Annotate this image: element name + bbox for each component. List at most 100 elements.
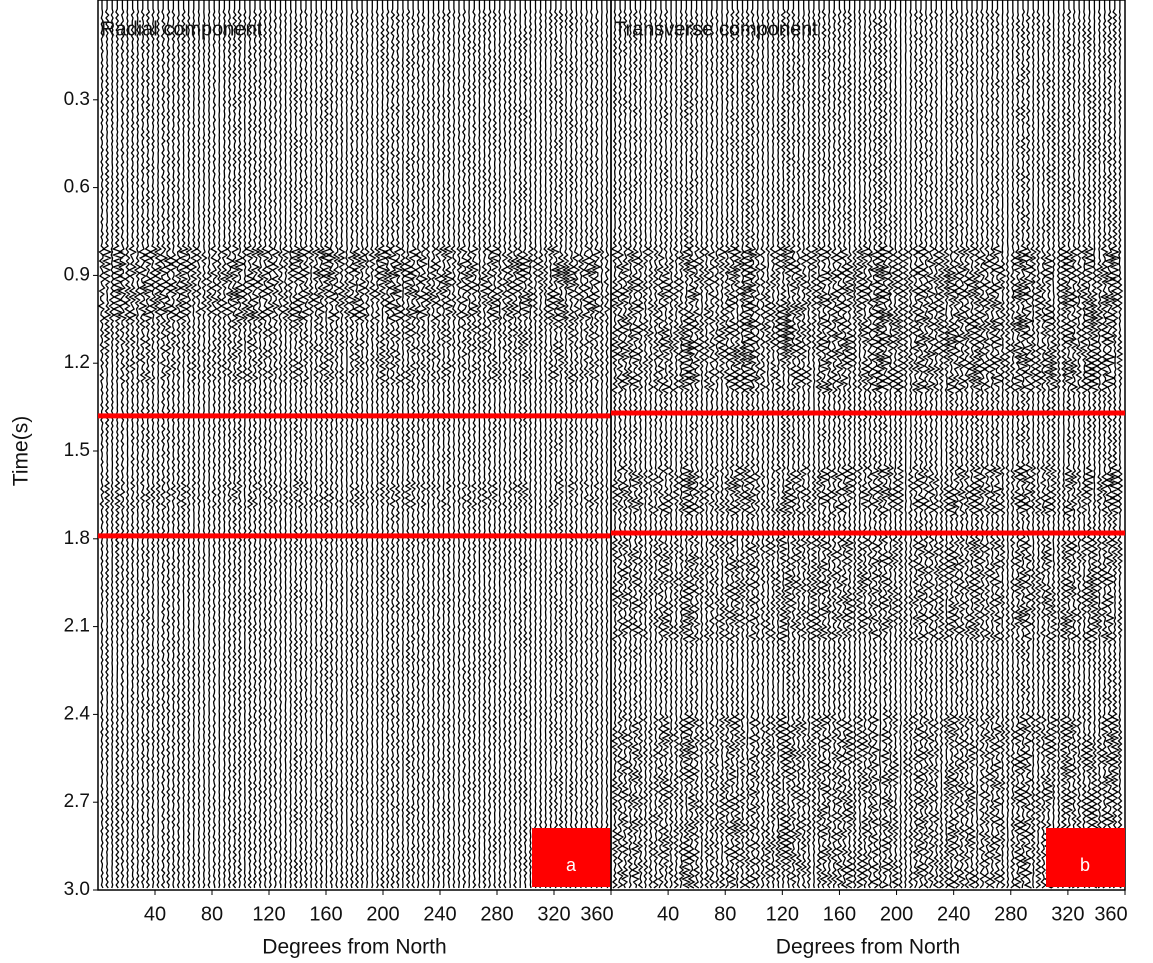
trace: [1000, 0, 1005, 888]
trace: [775, 0, 781, 888]
trace: [657, 0, 664, 888]
x-tick-label: 320: [537, 903, 570, 925]
trace: [196, 0, 201, 888]
trace: [748, 0, 757, 888]
trace: [687, 0, 695, 888]
trace: [739, 0, 745, 888]
trace: [600, 0, 604, 888]
traces: [612, 0, 1123, 888]
trace: [968, 0, 976, 888]
trace: [430, 0, 436, 888]
trace: [867, 0, 872, 888]
y-tick-label: 2.1: [64, 616, 90, 637]
trace: [973, 0, 981, 888]
trace: [389, 0, 398, 888]
trace: [201, 0, 206, 888]
trace: [1035, 0, 1042, 888]
trace: [567, 0, 576, 888]
trace: [1085, 0, 1094, 888]
trace: [176, 0, 182, 888]
trace: [487, 0, 493, 888]
trace: [734, 0, 741, 888]
trace: [1090, 0, 1098, 888]
trace: [415, 0, 421, 888]
trace: [765, 0, 771, 888]
trace: [338, 0, 345, 888]
trace: [309, 0, 314, 888]
trace: [800, 0, 807, 888]
trace: [583, 0, 591, 888]
trace: [1057, 0, 1060, 888]
trace: [365, 0, 369, 888]
trace: [180, 0, 188, 888]
trace: [262, 0, 269, 888]
trace: [538, 0, 543, 888]
trace: [207, 0, 212, 888]
x-tick-label: 320: [1051, 903, 1084, 925]
trace: [653, 0, 658, 888]
trace: [236, 0, 245, 888]
trace: [704, 0, 709, 888]
trace: [1077, 0, 1082, 888]
trace: [528, 0, 533, 888]
trace: [547, 0, 554, 888]
y-tick-label: 3.0: [64, 879, 90, 900]
trace: [186, 0, 192, 888]
trace: [283, 0, 289, 888]
y-tick-label: 0.6: [64, 177, 90, 198]
x-tick-label: 360: [1094, 903, 1127, 925]
y-tick-label: 0.9: [64, 264, 90, 285]
trace: [378, 0, 387, 888]
x-tick-label: 240: [423, 903, 456, 925]
trace: [288, 0, 293, 888]
x-axis-label: Degrees from North: [776, 936, 960, 959]
trace: [242, 0, 248, 888]
trace: [682, 0, 692, 888]
traces: [99, 0, 610, 888]
trace: [928, 0, 936, 888]
y-tick-label: 2.7: [64, 791, 90, 812]
trace: [563, 0, 569, 888]
y-tick-label: 1.5: [64, 440, 90, 461]
trace: [375, 0, 380, 888]
trace: [989, 0, 996, 888]
trace: [460, 0, 468, 888]
trace: [612, 0, 619, 888]
trace: [835, 0, 843, 888]
trace: [451, 0, 456, 888]
trace: [897, 0, 903, 888]
trace: [217, 0, 222, 888]
trace: [170, 0, 177, 888]
trace: [871, 0, 880, 888]
trace: [125, 0, 130, 888]
trace: [103, 0, 111, 888]
trace: [426, 0, 432, 888]
x-tick-label: 40: [657, 903, 679, 925]
trace: [384, 0, 392, 888]
trace: [435, 0, 441, 888]
trace: [806, 0, 811, 888]
trace: [401, 0, 406, 888]
trace: [933, 0, 939, 888]
chart: Radial component408012016020024028032036…: [0, 0, 1153, 963]
trace: [334, 0, 340, 888]
x-tick-label: 160: [309, 903, 342, 925]
trace: [648, 0, 653, 888]
trace: [221, 0, 228, 888]
trace: [728, 0, 737, 888]
trace: [643, 0, 648, 888]
trace: [938, 0, 944, 888]
x-tick-label: 280: [994, 903, 1027, 925]
trace: [627, 0, 633, 888]
trace: [1011, 0, 1016, 888]
x-tick-label: 200: [880, 903, 913, 925]
trace: [826, 0, 832, 888]
trace: [110, 0, 114, 888]
trace: [211, 0, 218, 888]
x-tick-label: 280: [480, 903, 513, 925]
trace: [278, 0, 283, 888]
y-tick-label: 0.3: [64, 89, 90, 110]
trace: [302, 0, 309, 888]
trace: [477, 0, 481, 888]
trace: [1005, 0, 1010, 888]
